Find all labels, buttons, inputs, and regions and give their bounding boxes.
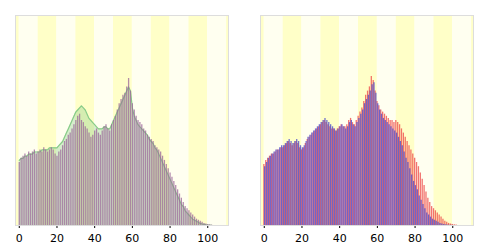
svg-text:60: 60: [370, 232, 384, 245]
svg-text:80: 80: [163, 232, 177, 245]
svg-text:40: 40: [88, 232, 102, 245]
svg-text:40: 40: [333, 232, 347, 245]
svg-text:60: 60: [125, 232, 139, 245]
svg-text:80: 80: [408, 232, 422, 245]
svg-text:20: 20: [50, 232, 64, 245]
svg-text:100: 100: [442, 232, 463, 245]
svg-text:20: 20: [295, 232, 309, 245]
svg-text:100: 100: [197, 232, 218, 245]
svg-text:0: 0: [16, 232, 23, 245]
svg-text:0: 0: [261, 232, 268, 245]
